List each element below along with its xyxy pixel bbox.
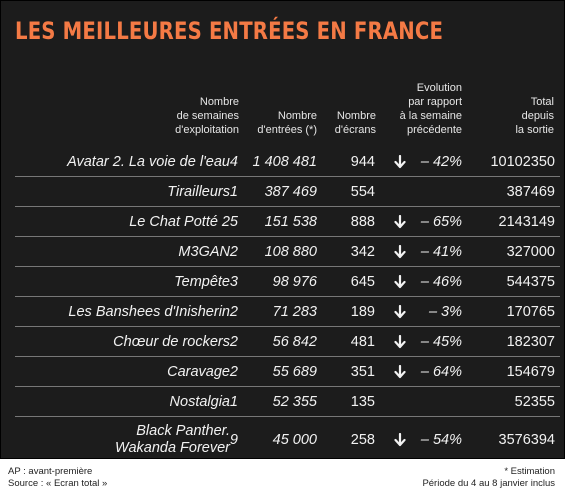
film-name: Tempête — [174, 273, 230, 290]
evolution-value: – 42% — [420, 153, 462, 170]
footer-source: Source : « Ecran total » — [8, 478, 108, 489]
screens-value: 554 — [350, 183, 375, 200]
table-row: Le Chat Potté 2 5 151 538 888 – 65% 2143149 — [15, 207, 560, 237]
arrow-down-icon — [390, 207, 410, 236]
header-entries: Nombre d'entrées (*) — [257, 110, 317, 136]
arrow-down-icon — [390, 327, 410, 356]
chart-panel: LES MEILLEURES ENTRÉES EN FRANCE Nombre … — [0, 0, 565, 459]
weeks-value: 4 — [229, 153, 238, 170]
film-name: Caravage — [167, 363, 230, 380]
film-name: Le Chat Potté 2 — [129, 213, 230, 230]
entries-value: 1 408 481 — [252, 153, 317, 170]
evolution-value — [410, 387, 462, 416]
total-value: 2143149 — [498, 213, 555, 230]
film-name: Tirailleurs — [167, 183, 230, 200]
entries-value: 151 538 — [264, 213, 317, 230]
weeks-value: 2 — [229, 303, 238, 320]
weeks-value: 2 — [229, 243, 238, 260]
evolution-value: – 64% — [420, 363, 462, 380]
entries-value: 108 880 — [264, 243, 317, 260]
evolution-value: – 65% — [420, 213, 462, 230]
total-value: 544375 — [506, 273, 555, 290]
total-value: 170765 — [506, 303, 555, 320]
film-name: Black Panther. Wakanda Forever — [115, 422, 230, 456]
table-row: M3GAN 2 108 880 342 – 41% 327000 — [15, 237, 560, 267]
header-total: Total depuis la sortie — [515, 96, 554, 136]
film-name: Nostalgia — [169, 393, 230, 410]
screens-value: 351 — [350, 363, 375, 380]
screens-value: 258 — [350, 431, 375, 448]
evolution-value: – 45% — [420, 333, 462, 350]
weeks-value: 9 — [229, 431, 238, 448]
entries-value: 71 283 — [272, 303, 317, 320]
box-office-table: Avatar 2. La voie de l'eau 4 1 408 481 944 –… — [15, 147, 560, 462]
footer-period: Période du 4 au 8 janvier inclus — [422, 478, 555, 489]
header-weeks: Nombre de semaines d'exploitation — [175, 96, 239, 136]
table-row: Black Panther. Wakanda Forever 9 45 000 258… — [15, 417, 560, 462]
evolution-value: – 54% — [420, 431, 462, 448]
screens-value: 944 — [350, 153, 375, 170]
evolution-value: – 41% — [420, 243, 462, 260]
weeks-value: 2 — [229, 333, 238, 350]
table-row: Tirailleurs 1 387 469 554 387469 — [15, 177, 560, 207]
total-value: 182307 — [506, 333, 555, 350]
footer-left: AP : avant-première Source : « Ecran tot… — [8, 466, 107, 490]
screens-value: 135 — [350, 393, 375, 410]
total-value: 52355 — [514, 393, 555, 410]
header-screens: Nombre d'écrans — [334, 110, 376, 136]
entries-value: 52 355 — [272, 393, 317, 410]
table-row: Chœur de rockers 2 56 842 481 – 45% 182307 — [15, 327, 560, 357]
table-row: Avatar 2. La voie de l'eau 4 1 408 481 944 –… — [15, 147, 560, 177]
chart-title: LES MEILLEURES ENTRÉES EN FRANCE — [15, 17, 444, 45]
screens-value: 645 — [350, 273, 375, 290]
total-value: 10102350 — [490, 153, 555, 170]
table-row: Les Banshees d'Inisherin 2 71 283 189 – 3% 17… — [15, 297, 560, 327]
entries-value: 56 842 — [272, 333, 317, 350]
screens-value: 342 — [350, 243, 375, 260]
table-row: Caravage 2 55 689 351 – 64% 154679 — [15, 357, 560, 387]
arrow-down-icon — [390, 417, 410, 462]
arrow-down-icon — [390, 147, 410, 176]
entries-value: 98 976 — [272, 273, 317, 290]
entries-value: 55 689 — [272, 363, 317, 380]
arrow-down-icon — [390, 267, 410, 296]
total-value: 3576394 — [498, 431, 555, 448]
weeks-value: 3 — [229, 273, 238, 290]
table-row: Nostalgia 1 52 355 135 52355 — [15, 387, 560, 417]
film-name: M3GAN — [178, 243, 230, 260]
evolution-value: – 46% — [420, 273, 462, 290]
film-name: Les Banshees d'Inisherin — [68, 303, 230, 320]
footer-right: * Estimation Période du 4 au 8 janvier i… — [422, 466, 555, 490]
weeks-value: 2 — [229, 363, 238, 380]
total-value: 154679 — [506, 363, 555, 380]
weeks-value: 1 — [229, 183, 238, 200]
footer-estimation: * Estimation — [504, 466, 555, 477]
total-value: 327000 — [506, 243, 555, 260]
table-row: Tempête 3 98 976 645 – 46% 544375 — [15, 267, 560, 297]
screens-value: 481 — [350, 333, 375, 350]
film-name: Chœur de rockers — [113, 333, 230, 350]
footer-ap-note: AP : avant-première — [8, 466, 93, 477]
screens-value: 189 — [350, 303, 375, 320]
header-evolution: Evolution par rapport à la semaine précé… — [399, 82, 462, 136]
entries-value: 45 000 — [272, 431, 317, 448]
evolution-value — [410, 177, 462, 206]
entries-value: 387 469 — [264, 183, 317, 200]
arrow-down-icon — [390, 357, 410, 386]
weeks-value: 1 — [229, 393, 238, 410]
arrow-down-icon — [390, 237, 410, 266]
evolution-value: – 3% — [428, 303, 462, 320]
arrow-down-icon — [390, 297, 410, 326]
weeks-value: 5 — [229, 213, 238, 230]
total-value: 387469 — [506, 183, 555, 200]
screens-value: 888 — [350, 213, 375, 230]
film-name: Avatar 2. La voie de l'eau — [67, 153, 230, 170]
